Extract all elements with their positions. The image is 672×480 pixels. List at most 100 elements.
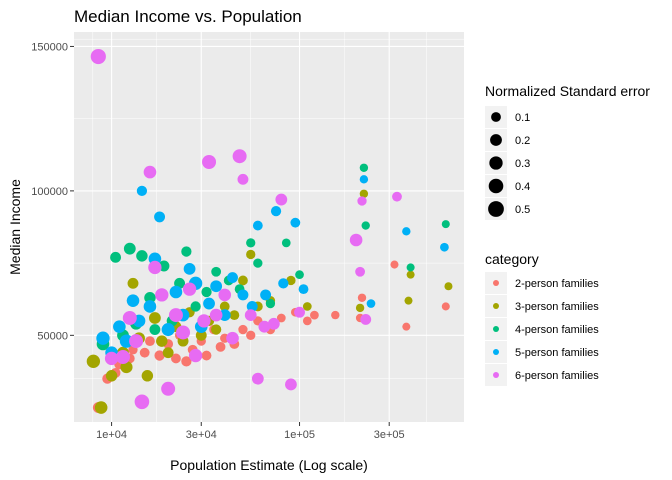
data-point <box>246 249 256 260</box>
data-point <box>366 299 376 308</box>
data-point <box>176 325 191 340</box>
data-point <box>94 401 108 414</box>
color-legend-dot <box>493 280 499 286</box>
x-tick-label: 3e+05 <box>374 429 405 441</box>
data-point <box>96 331 110 345</box>
size-legend-label: 0.3 <box>515 158 530 170</box>
color-legend-dot <box>493 349 499 355</box>
data-point <box>359 163 369 172</box>
size-legend-label: 0.5 <box>515 204 530 216</box>
data-point <box>183 262 196 275</box>
data-point <box>219 301 230 312</box>
data-point <box>276 313 286 323</box>
data-point <box>203 297 215 310</box>
data-point <box>359 175 369 184</box>
data-point <box>211 324 222 335</box>
data-point <box>120 361 133 374</box>
data-point <box>143 300 157 313</box>
data-point <box>260 289 272 301</box>
data-point <box>155 288 169 302</box>
data-point <box>270 205 282 217</box>
data-point <box>190 301 201 312</box>
data-point <box>122 311 137 325</box>
data-point <box>281 238 291 248</box>
data-point <box>246 301 258 312</box>
data-point <box>209 308 223 322</box>
size-legend-dot <box>491 112 501 122</box>
data-point <box>144 292 156 304</box>
data-point <box>361 221 370 230</box>
data-point <box>113 320 126 333</box>
color-legend-dot <box>493 372 499 378</box>
data-point <box>357 196 367 206</box>
data-point <box>126 294 140 307</box>
data-point <box>226 331 239 345</box>
grid-minor <box>74 32 464 422</box>
data-point <box>246 238 256 248</box>
data-point <box>246 330 256 340</box>
data-point <box>444 282 453 291</box>
color-legend-title: category <box>485 251 539 267</box>
data-point <box>218 309 231 322</box>
data-point <box>349 233 363 247</box>
data-point <box>197 314 211 328</box>
data-point <box>278 278 289 289</box>
chart-title: Median Income vs. Population <box>74 7 302 26</box>
data-point <box>275 193 288 206</box>
data-point <box>148 312 161 324</box>
data-point <box>265 298 276 309</box>
data-point <box>295 270 304 280</box>
data-point <box>232 149 247 164</box>
data-point <box>441 220 450 229</box>
data-point <box>218 288 232 302</box>
y-tick-label: 50000 <box>37 330 68 342</box>
data-point <box>201 350 212 361</box>
data-point <box>202 155 217 169</box>
data-point <box>141 370 154 382</box>
data-point <box>169 285 183 299</box>
data-point <box>162 347 174 359</box>
data-point <box>123 242 136 255</box>
data-point <box>251 372 264 385</box>
color-legend-label: 6-person families <box>515 370 599 382</box>
data-point <box>392 191 402 202</box>
x-axis-title: Population Estimate (Log scale) <box>170 457 368 473</box>
y-tick-label: 150000 <box>31 41 68 53</box>
data-point <box>402 322 411 331</box>
data-point <box>355 303 365 313</box>
data-point <box>406 263 415 272</box>
data-point <box>90 48 106 65</box>
data-point <box>156 335 168 347</box>
data-point <box>143 165 157 179</box>
data-point <box>440 242 449 252</box>
data-point <box>139 347 150 358</box>
data-point <box>331 310 340 320</box>
data-point <box>129 334 144 349</box>
data-point <box>115 350 130 364</box>
data-point <box>119 334 134 348</box>
data-point <box>302 316 312 326</box>
x-tick-label: 1e+04 <box>96 429 127 441</box>
data-point <box>168 308 183 323</box>
data-point <box>149 324 161 335</box>
y-tick-label: 100000 <box>31 186 68 198</box>
data-point <box>360 314 372 325</box>
data-point <box>154 211 166 223</box>
color-legend: category 2-person families 3-person famil… <box>485 251 599 386</box>
data-point <box>286 275 296 286</box>
data-point <box>441 302 450 311</box>
size-legend: Normalized Standard error 0.1 0.2 0.3 0.4 0.… <box>485 83 650 220</box>
y-axis-title: Median Income <box>7 179 23 275</box>
data-point <box>402 227 411 236</box>
size-legend-dot <box>490 134 502 146</box>
x-tick-label: 1e+05 <box>284 429 315 441</box>
data-point <box>201 286 212 298</box>
data-point <box>390 260 399 269</box>
data-point <box>110 251 122 263</box>
data-point <box>154 350 165 361</box>
data-point <box>211 266 222 277</box>
data-point <box>238 275 248 286</box>
data-point <box>258 320 271 333</box>
data-point <box>104 351 119 366</box>
data-points <box>86 48 453 414</box>
